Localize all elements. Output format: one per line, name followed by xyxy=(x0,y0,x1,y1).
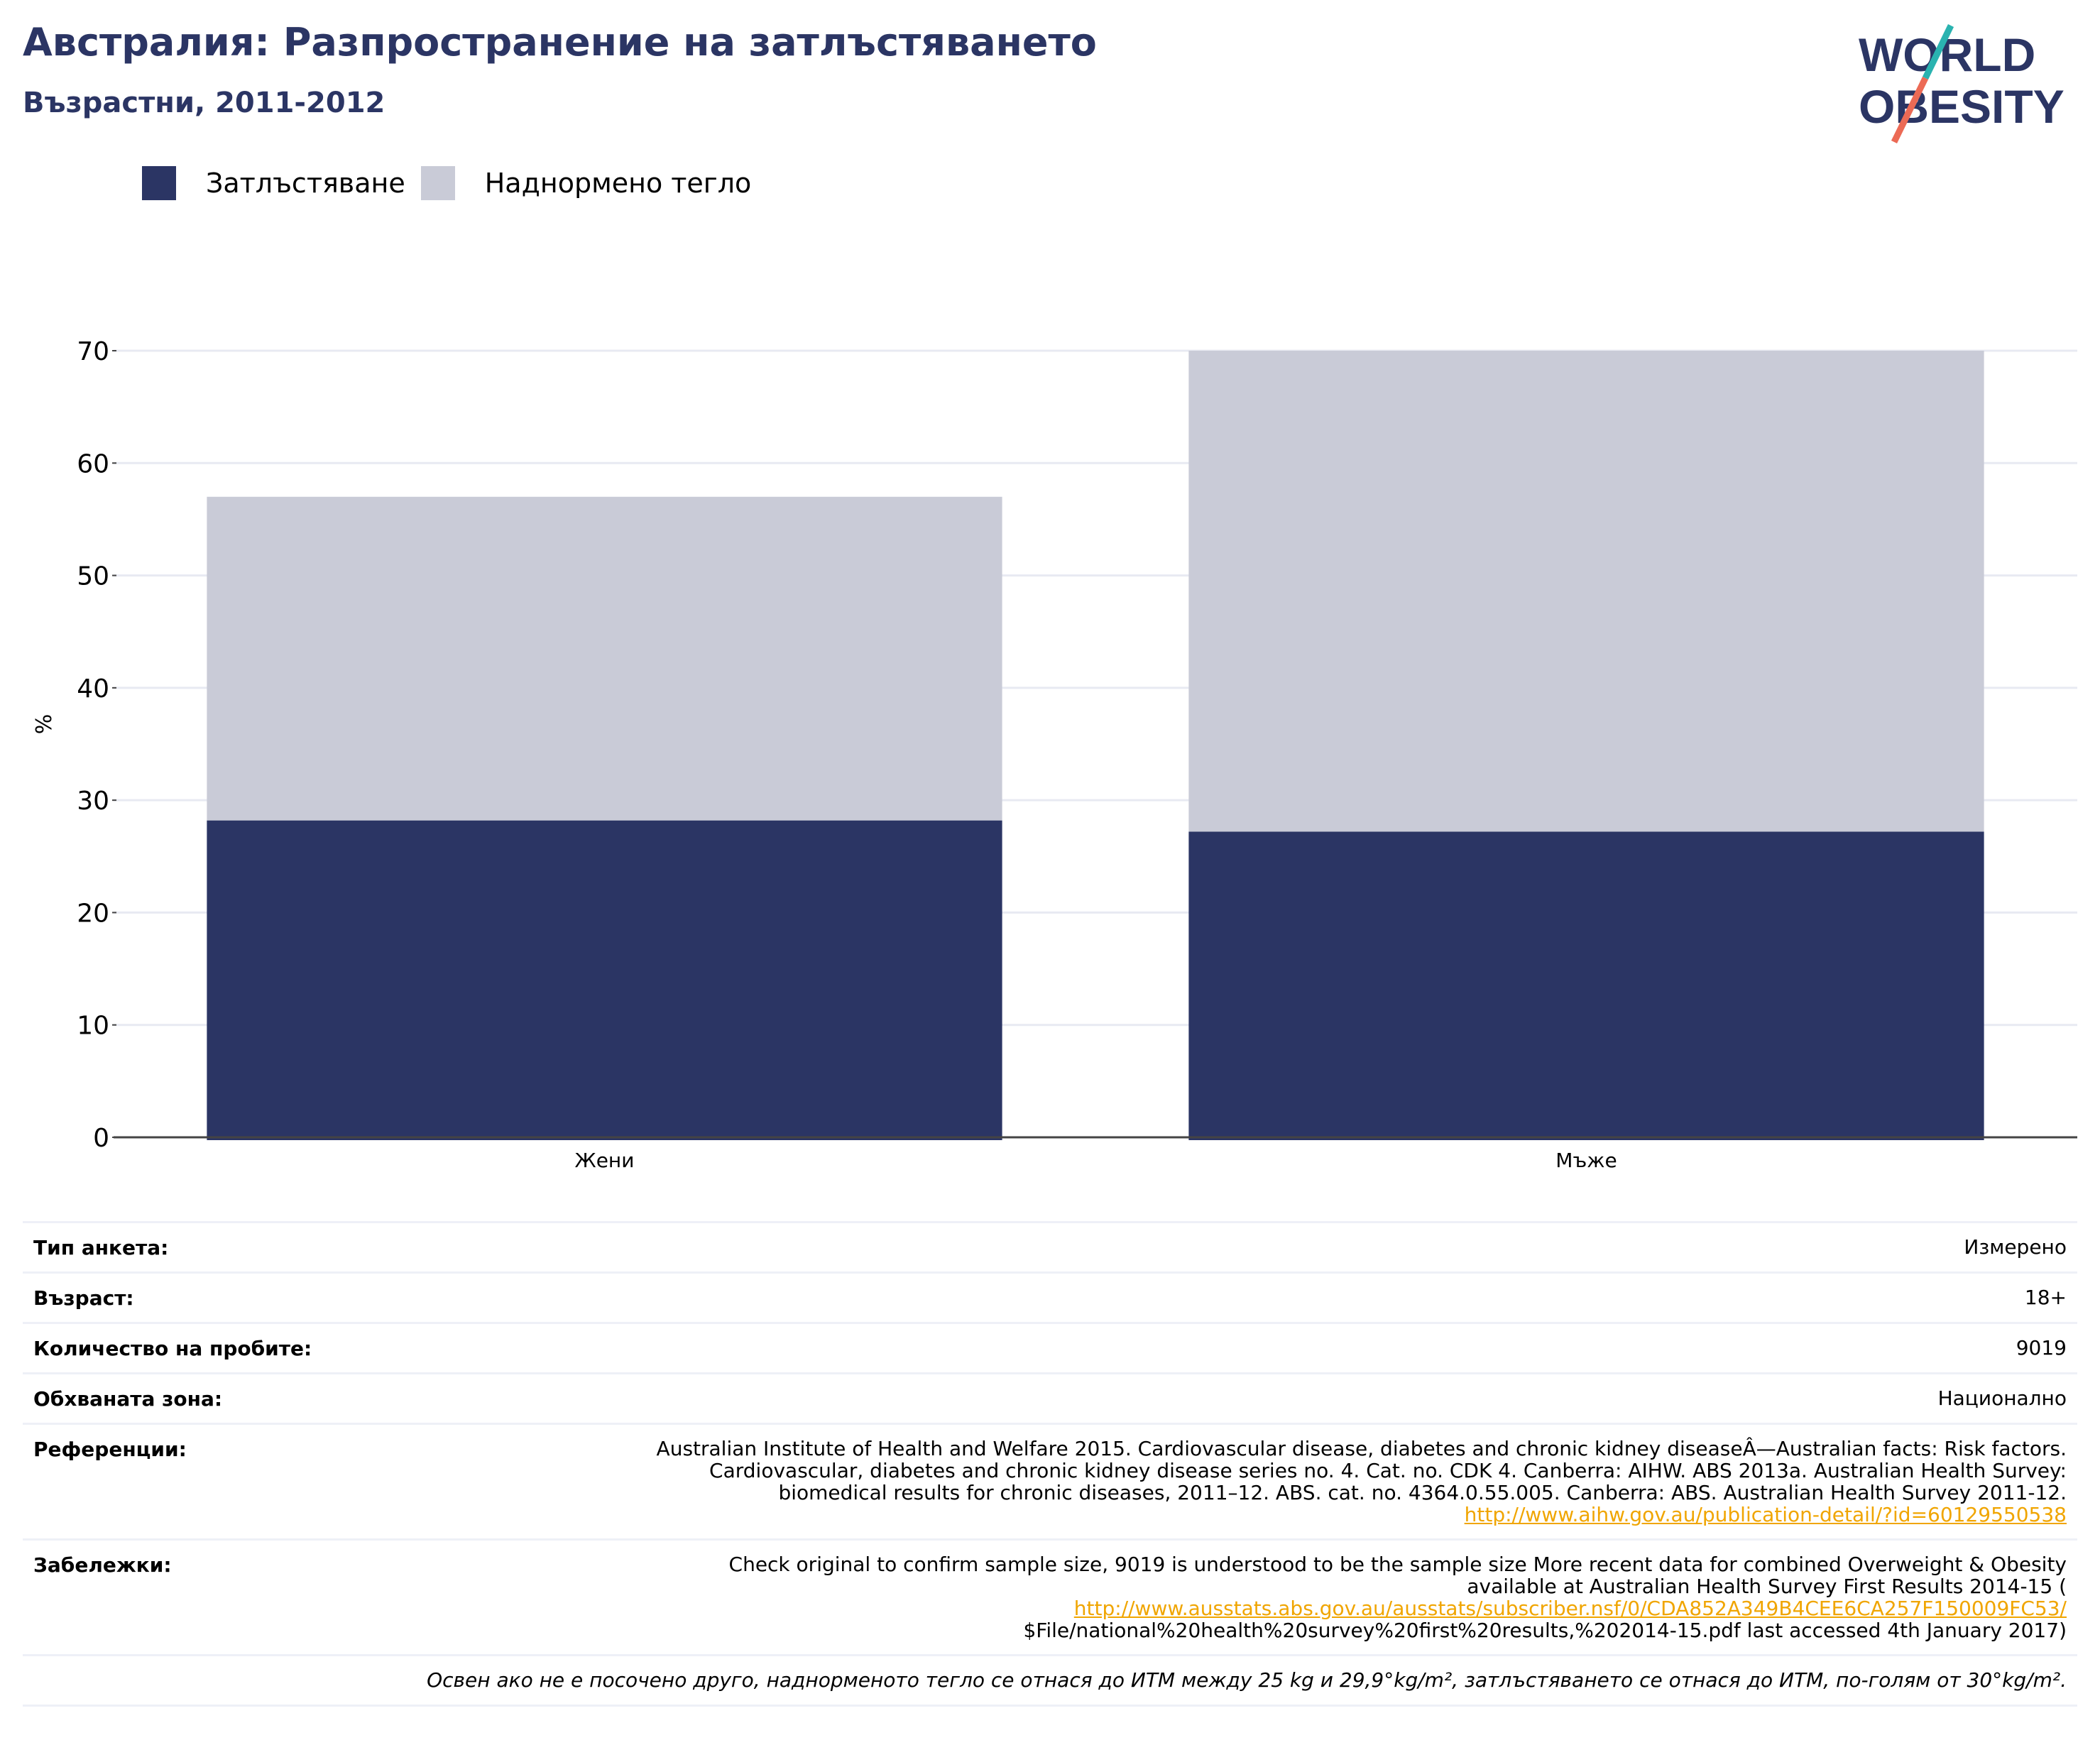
world-obesity-logo: WORLD OBESITY xyxy=(1859,24,2065,143)
page-title: Австралия: Разпространение на затлъстява… xyxy=(23,20,1097,65)
bar-obesity-1 xyxy=(1188,831,1984,1140)
references-label: Референции: xyxy=(33,1438,187,1461)
x-tick-label: Мъже xyxy=(1555,1149,1617,1172)
area-value: Национално xyxy=(1937,1386,2067,1410)
info-row-sample: Количество на пробите: 9019 xyxy=(23,1322,2077,1372)
y-tick-label: 70 xyxy=(77,337,109,366)
notes-label: Забележки: xyxy=(33,1553,172,1577)
bar-overweight-0 xyxy=(207,496,1002,821)
y-tick-label: 40 xyxy=(77,674,109,704)
info-row-survey-type: Тип анкета: Измерено xyxy=(23,1221,2077,1271)
references-link[interactable]: http://www.aihw.gov.au/publication-detai… xyxy=(1464,1503,2067,1526)
info-row-references: Референции: Australian Institute of Heal… xyxy=(23,1423,2077,1538)
sample-label: Количество на пробите: xyxy=(33,1337,312,1360)
y-tick-label: 30 xyxy=(77,787,109,816)
bar-obesity-0 xyxy=(207,820,1002,1140)
notes-line4: $File/national%20health%20survey%20first… xyxy=(1023,1619,2067,1642)
legend-label-overweight: Наднормено тегло xyxy=(484,168,752,199)
bar-overweight-1 xyxy=(1188,351,1984,832)
y-tick-label: 50 xyxy=(77,562,109,591)
logo-slash-bottom xyxy=(1891,77,1929,143)
footnote: Освен ако не е посочено друго, наднормен… xyxy=(427,1668,2067,1692)
info-row-age: Възраст: 18+ xyxy=(23,1271,2077,1322)
page-subtitle: Възрастни, 2011-2012 xyxy=(23,87,385,119)
axis-layer: 0 10 20 30 40 50 60 70 Жени Мъже xyxy=(77,337,2077,1172)
notes-line1: Check original to confirm sample size, 9… xyxy=(728,1553,2067,1576)
references-value: Australian Institute of Health and Welfa… xyxy=(657,1425,2067,1526)
chart-legend: Затлъстяване Наднормено тегло xyxy=(142,162,767,204)
references-line3: biomedical results for chronic diseases,… xyxy=(778,1481,2067,1504)
area-label: Обхваната зона: xyxy=(33,1387,223,1411)
legend-swatch-obesity xyxy=(142,166,176,200)
info-table: Тип анкета: Измерено Възраст: 18+ Количе… xyxy=(23,1221,2077,1707)
references-line1: Australian Institute of Health and Welfa… xyxy=(656,1437,2067,1460)
y-tick-label: 20 xyxy=(77,899,109,928)
notes-value: Check original to confirm sample size, 9… xyxy=(729,1541,2067,1641)
info-row-notes: Забележки: Check original to confirm sam… xyxy=(23,1538,2077,1654)
legend-swatch-overweight xyxy=(420,166,455,200)
stacked-bar-chart: 0 10 20 30 40 50 60 70 Жени Мъже % xyxy=(32,337,2077,1172)
x-tick-label: Жени xyxy=(575,1149,635,1172)
age-value: 18+ xyxy=(2024,1286,2067,1309)
age-label: Възраст: xyxy=(33,1286,134,1310)
legend-label-obesity: Затлъстяване xyxy=(206,168,405,199)
y-tick-label: 0 xyxy=(93,1124,109,1153)
y-tick-label: 60 xyxy=(77,449,109,478)
sample-value: 9019 xyxy=(2016,1336,2067,1360)
notes-link[interactable]: http://www.ausstats.abs.gov.au/ausstats/… xyxy=(1073,1597,2067,1620)
info-row-footnote: Освен ако не е посочено друго, наднормен… xyxy=(23,1654,2077,1707)
logo-slash-top xyxy=(1922,24,1954,80)
bar-layer xyxy=(207,351,1984,1140)
logo-line2: OBESITY xyxy=(1859,80,2065,133)
y-axis-label: % xyxy=(32,714,57,735)
survey-type-value: Измерено xyxy=(1964,1235,2067,1259)
y-tick-label: 10 xyxy=(77,1012,109,1041)
notes-line2: available at Australian Health Survey Fi… xyxy=(1467,1575,2067,1598)
info-row-area: Обхваната зона: Национално xyxy=(23,1372,2077,1423)
references-line2: Cardiovascular, diabetes and chronic kid… xyxy=(709,1459,2067,1482)
survey-type-label: Тип анкета: xyxy=(33,1236,169,1259)
